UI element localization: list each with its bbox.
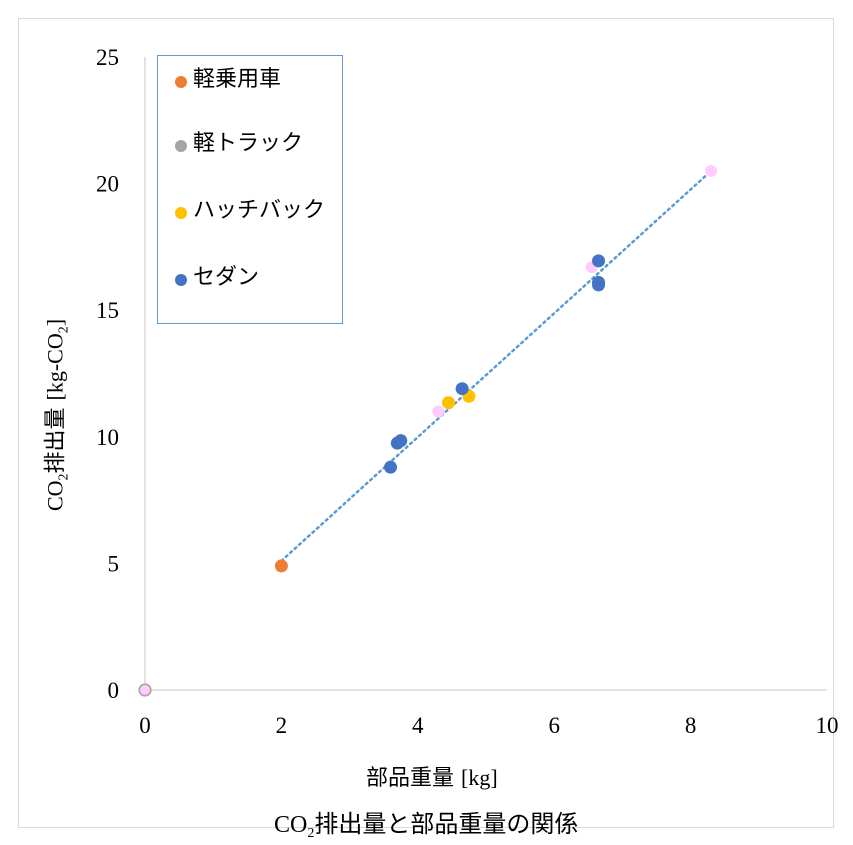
x-axis-title-unit: [kg] bbox=[461, 765, 498, 790]
x-tick-label: 2 bbox=[276, 713, 288, 738]
legend-label: セダン bbox=[193, 265, 260, 290]
x-tick-label: 8 bbox=[685, 713, 697, 738]
data-point-series-4 bbox=[455, 382, 469, 396]
y-tick-label: 25 bbox=[96, 45, 119, 70]
chart-title-sub: 2 bbox=[307, 826, 315, 841]
y-tick-label: 15 bbox=[96, 298, 119, 323]
plot-area: 0 2 4 6 8 10 0 5 10 15 20 25 bbox=[96, 45, 839, 738]
y-tick-label: 10 bbox=[96, 425, 119, 450]
y-axis-title-unit-end: ] bbox=[42, 318, 68, 327]
data-point-series-4 bbox=[384, 460, 398, 474]
y-tick-label: 20 bbox=[96, 172, 119, 197]
y-axis-title: CO2排出量 [kg-CO2] bbox=[38, 319, 73, 511]
y-axis-title-main: 排出量 bbox=[43, 400, 69, 474]
legend-item-hatchback: ハッチバック bbox=[158, 197, 333, 225]
legend-label: 軽トラック bbox=[193, 131, 304, 156]
x-tick-label: 6 bbox=[548, 713, 560, 738]
extra-point bbox=[705, 164, 718, 177]
data-point-series-4 bbox=[592, 254, 606, 268]
y-tick-label: 5 bbox=[108, 551, 120, 576]
x-tick-label: 0 bbox=[139, 713, 151, 738]
legend-item-sedan: セダン bbox=[158, 264, 338, 292]
origin-point bbox=[140, 685, 150, 695]
data-point-series-1 bbox=[274, 559, 288, 573]
y-axis-title-sub2: 2 bbox=[56, 326, 72, 334]
trendline bbox=[280, 169, 713, 563]
chart-title-co: CO bbox=[274, 812, 308, 838]
extra-point bbox=[432, 405, 445, 418]
data-point-series-4 bbox=[394, 434, 408, 448]
y-axis-title-sub1: 2 bbox=[56, 473, 72, 481]
x-axis-title: 部品重量 [kg] bbox=[366, 760, 498, 792]
data-point-series-4 bbox=[592, 278, 606, 292]
x-tick-label: 10 bbox=[816, 713, 839, 738]
chart-title: CO2排出量と部品重量の関係 bbox=[274, 804, 578, 842]
data-point-series-3 bbox=[441, 396, 455, 410]
x-axis-title-main: 部品重量 bbox=[366, 766, 461, 791]
y-axis-title-co: CO bbox=[42, 480, 68, 512]
y-tick-label: 0 bbox=[108, 678, 120, 703]
chart-title-rest: 排出量と部品重量の関係 bbox=[314, 810, 579, 838]
legend-swatch bbox=[175, 207, 187, 219]
legend-item-kei-truck: 軽トラック bbox=[158, 130, 338, 158]
legend-item-kei-passenger: 軽乗用車 bbox=[158, 66, 338, 94]
legend: 軽乗用車 軽トラック ハッチバック セダン bbox=[157, 55, 343, 324]
legend-label: ハッチバック bbox=[193, 198, 326, 223]
legend-swatch bbox=[175, 76, 187, 88]
x-tick-label: 4 bbox=[412, 713, 424, 738]
legend-swatch bbox=[175, 274, 187, 286]
legend-swatch bbox=[175, 140, 187, 152]
chart-frame bbox=[18, 18, 834, 828]
legend-label: 軽乗用車 bbox=[193, 67, 282, 92]
y-axis-title-unit: [kg-CO bbox=[42, 333, 68, 401]
